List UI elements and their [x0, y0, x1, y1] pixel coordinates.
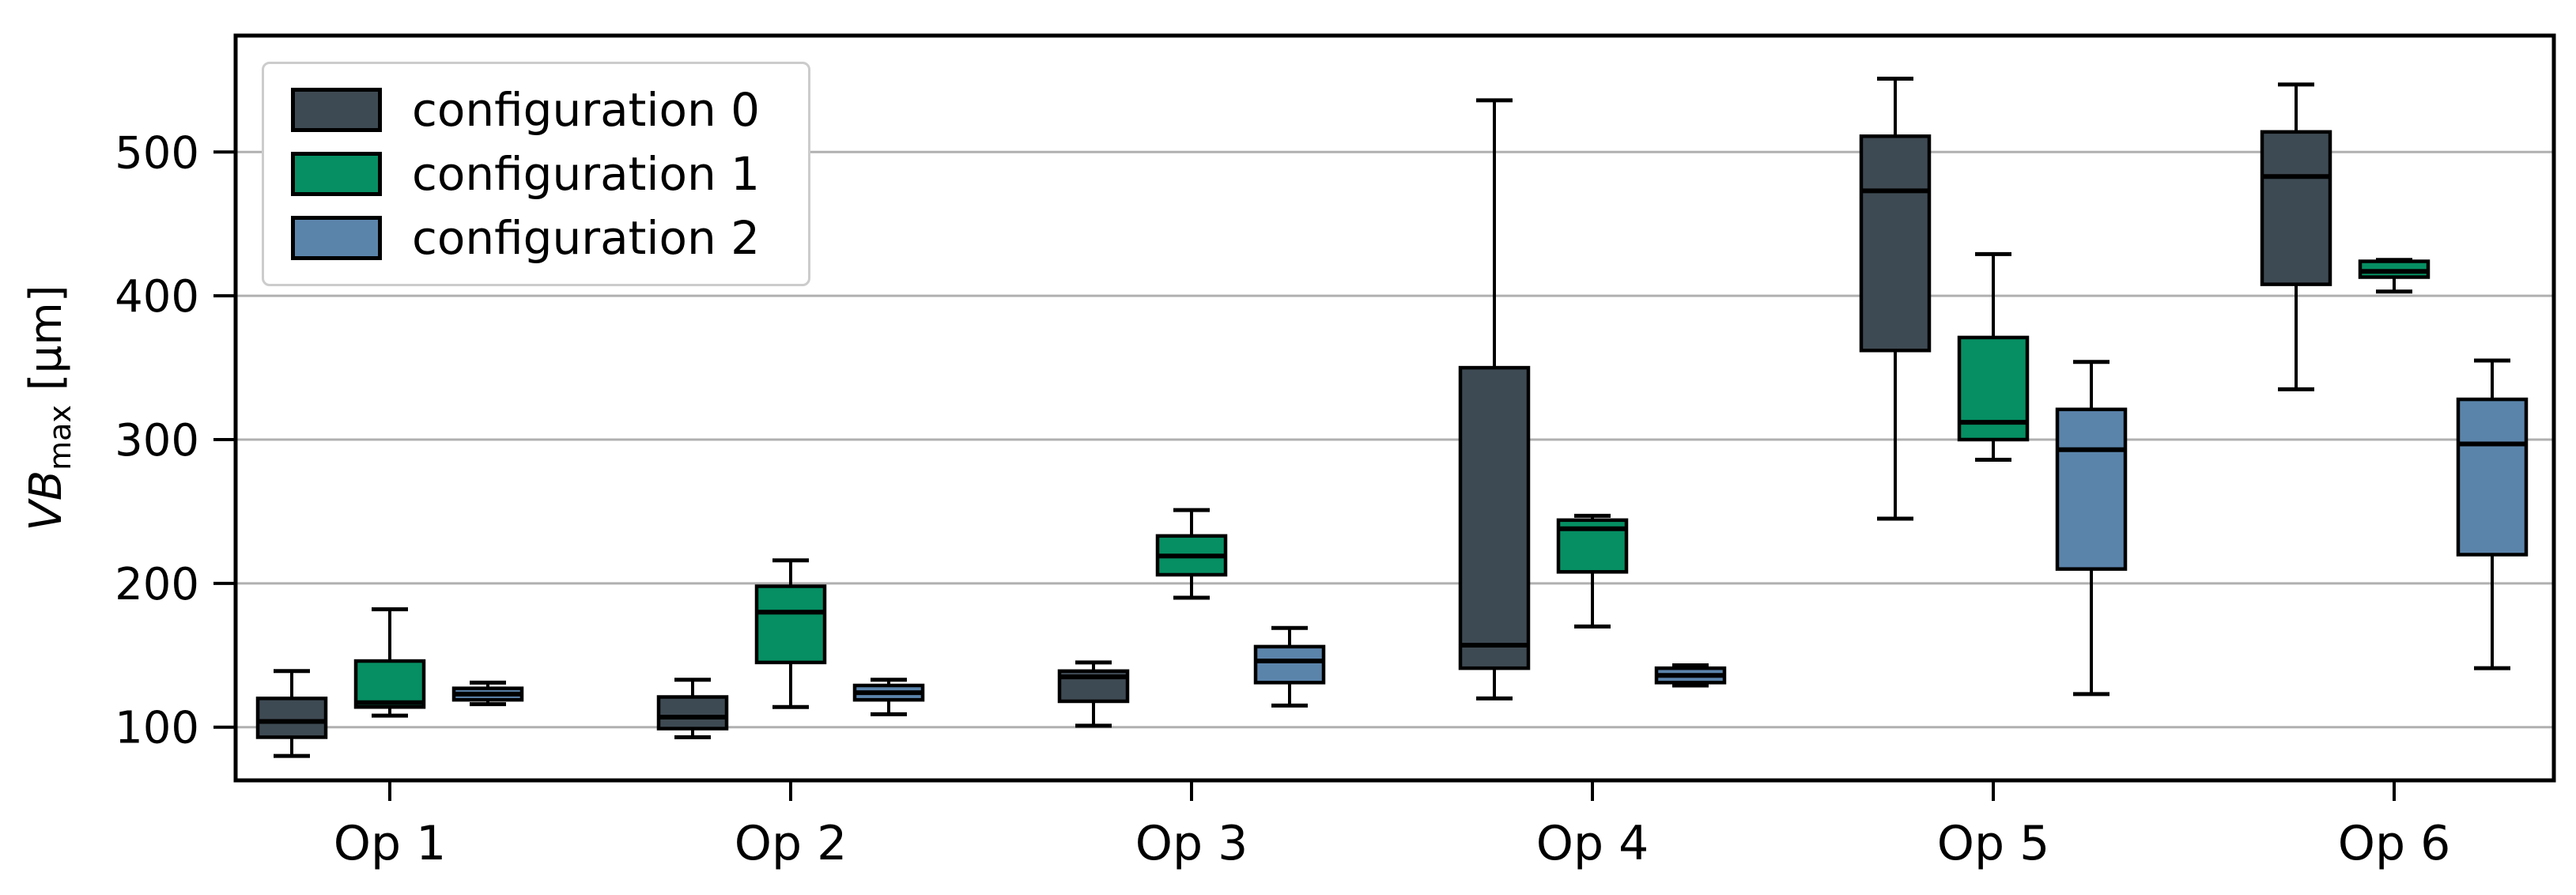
x-tick-label-op4: Op 4	[1536, 816, 1649, 871]
legend-item-configuration-0: configuration 0	[264, 87, 808, 133]
x-tick-label-op6: Op 6	[2338, 816, 2451, 871]
legend-label: configuration 2	[412, 211, 761, 265]
box-op5-configuration-2	[2055, 407, 2128, 571]
box-op5-configuration-0	[1859, 134, 1932, 353]
legend-item-configuration-2: configuration 2	[264, 215, 808, 261]
box-op2-configuration-1	[754, 584, 827, 665]
y-axis-label-sub: max	[43, 405, 78, 470]
legend-swatch-configuration-0	[291, 88, 382, 132]
legend: configuration 0 configuration 1 configur…	[262, 62, 810, 286]
x-tick-label-op5: Op 5	[1937, 816, 2050, 871]
box-op1-configuration-1	[353, 659, 426, 709]
y-tick-label-200: 200	[115, 559, 199, 610]
y-axis-label-unit: [µm]	[20, 285, 72, 406]
x-tick-label-op2: Op 2	[735, 816, 848, 871]
legend-label: configuration 0	[412, 83, 761, 137]
y-axis-label: VBmax [µm]	[21, 285, 77, 531]
x-tick-label-op1: Op 1	[334, 816, 447, 871]
y-tick-label-300: 300	[115, 415, 199, 466]
legend-label: configuration 1	[412, 147, 761, 201]
y-tick-label-400: 400	[115, 271, 199, 323]
legend-swatch-configuration-1	[291, 152, 382, 196]
box-op3-configuration-2	[1253, 644, 1326, 685]
box-op2-configuration-0	[656, 695, 729, 731]
y-tick-label-500: 500	[115, 127, 199, 179]
y-tick-label-100: 100	[115, 703, 199, 754]
y-axis-label-main: VB	[20, 470, 72, 531]
box-op4-configuration-0	[1458, 365, 1531, 670]
box-op6-configuration-0	[2260, 130, 2332, 286]
box-op6-configuration-2	[2456, 397, 2529, 557]
plot-frame	[233, 33, 2556, 783]
legend-item-configuration-1: configuration 1	[264, 151, 808, 197]
legend-swatch-configuration-2	[291, 216, 382, 260]
box-op1-configuration-0	[255, 697, 328, 739]
x-tick-label-op3: Op 3	[1135, 816, 1248, 871]
